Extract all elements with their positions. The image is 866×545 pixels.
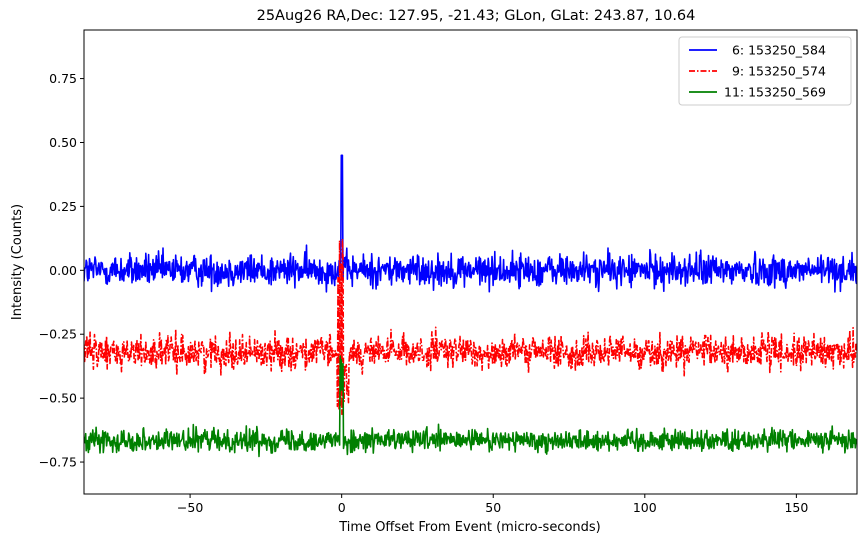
series-line-2 [84,238,857,416]
plot-frame [83,29,858,495]
y-axis: −0.75 −0.50 −0.25 0.00 0.25 0.50 0.75 [39,71,84,470]
legend: 6: 153250_584 9: 153250_574 11: 153250_56… [678,36,852,106]
series-line-1 [84,154,857,293]
y-tick-label: 0.00 [49,263,77,278]
x-axis-label: Time Offset From Event (micro-seconds) [338,520,601,535]
x-tick-label: −50 [177,500,203,515]
x-tick-label: 100 [633,500,657,515]
legend-label-1: 6: 153250_584 [724,43,826,58]
y-tick-label: −0.75 [39,455,77,470]
y-tick-label: −0.50 [39,391,77,406]
legend-label-3: 11: 153250_569 [724,85,826,100]
y-tick-label: 0.50 [49,135,77,150]
y-tick-label: 0.25 [49,199,77,214]
y-tick-label: −0.25 [39,327,77,342]
series-line-3 [84,355,857,458]
legend-box [678,36,852,106]
chart-title: 25Aug26 RA,Dec: 127.95, -21.43; GLon, GL… [257,8,696,24]
series-layer [84,154,857,458]
x-tick-label: 150 [784,500,808,515]
x-tick-label: 50 [485,500,501,515]
y-axis-label: Intensity (Counts) [10,204,25,320]
y-tick-label: 0.75 [49,71,77,86]
x-tick-label: 0 [338,500,346,515]
legend-label-2: 9: 153250_574 [724,64,826,79]
plot-area [84,30,857,494]
x-axis: −50 0 50 100 150 [177,494,808,515]
